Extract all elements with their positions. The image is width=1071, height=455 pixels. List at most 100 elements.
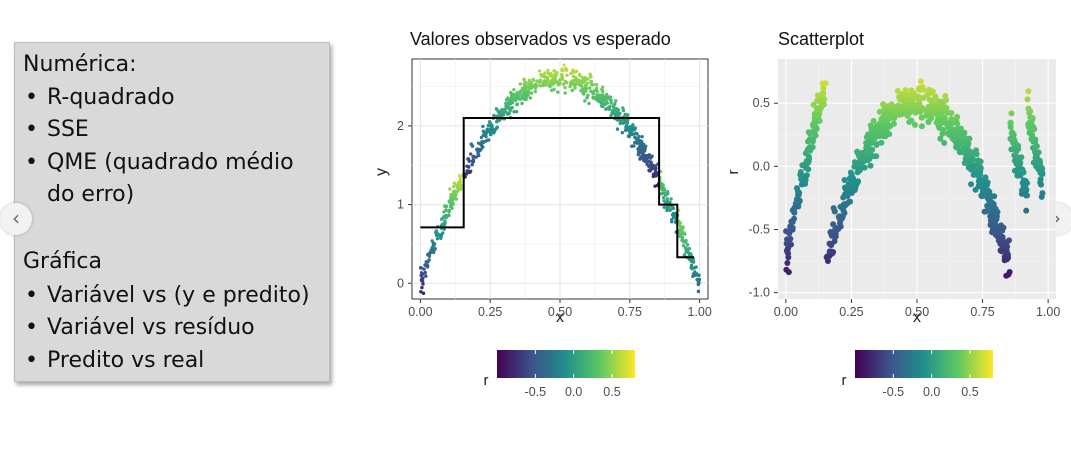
data-point (811, 129, 818, 136)
data-point (549, 88, 554, 93)
data-point (819, 91, 826, 98)
data-point (423, 270, 427, 275)
data-point (645, 160, 649, 165)
data-point (927, 89, 934, 96)
data-point (846, 185, 853, 192)
data-point (438, 234, 442, 238)
data-points (418, 63, 702, 295)
x-tick-label: 0.50 (548, 305, 572, 319)
data-point (827, 229, 834, 236)
data-point (913, 103, 920, 110)
data-point (637, 144, 642, 149)
data-point (420, 285, 424, 290)
data-point (670, 204, 674, 209)
data-point (687, 253, 692, 257)
x-tick-label: 1.00 (687, 305, 711, 319)
data-point (980, 186, 987, 193)
data-point (795, 191, 802, 198)
data-point (810, 101, 817, 108)
data-point (442, 222, 447, 227)
data-point (454, 190, 458, 194)
data-point (993, 213, 1000, 220)
colorbar-tick-label: 0.0 (565, 385, 582, 399)
bullet: • (25, 85, 38, 110)
bullet: • (25, 315, 38, 340)
data-point (487, 120, 492, 124)
data-point (830, 205, 837, 212)
data-point (482, 130, 486, 134)
data-point (867, 162, 874, 169)
data-point (469, 142, 473, 146)
data-point (636, 147, 641, 152)
data-point (783, 228, 790, 235)
data-point (1033, 153, 1040, 160)
data-point (694, 265, 698, 269)
data-point (426, 260, 430, 264)
data-point (520, 101, 524, 106)
data-point (830, 221, 837, 228)
data-point (614, 99, 618, 103)
graphic-heading: Gráfica (23, 249, 103, 274)
data-point (816, 106, 823, 113)
data-point (983, 208, 990, 215)
data-point (522, 77, 527, 82)
chart-observed-vs-expected: Valores observados vs esperado 0.00 0.25 0… (373, 29, 712, 399)
colorbar-gradient (855, 350, 993, 378)
data-point (682, 253, 687, 257)
data-point (801, 177, 808, 184)
data-point (854, 150, 861, 157)
data-point (452, 184, 456, 189)
data-point (842, 185, 849, 192)
data-point (492, 113, 496, 118)
data-point (573, 75, 578, 80)
data-point (683, 232, 687, 236)
data-point (1026, 119, 1033, 126)
prev-slide-button[interactable]: ‹ (0, 203, 32, 235)
data-point (669, 197, 673, 201)
data-point (584, 84, 588, 88)
step-fit-path (420, 117, 694, 259)
data-point (589, 89, 593, 93)
data-point (489, 124, 493, 129)
data-point (785, 250, 792, 257)
graphic-item: Predito vs real (47, 348, 205, 373)
data-point (476, 141, 481, 145)
data-point (518, 82, 523, 86)
data-point (515, 92, 519, 96)
bullet: • (25, 283, 38, 308)
data-point (861, 150, 868, 157)
data-point (933, 119, 940, 126)
data-point (928, 98, 935, 105)
data-point (966, 135, 973, 142)
data-point (837, 203, 844, 210)
x-tick-label: 0.25 (839, 305, 863, 319)
numeric-heading: Numérica: (23, 52, 137, 77)
data-point (873, 128, 880, 135)
data-point (496, 114, 500, 118)
data-point (579, 83, 583, 88)
data-point (1039, 170, 1046, 177)
data-point (624, 124, 629, 128)
data-point (537, 69, 542, 73)
chart-title: Valores observados vs esperado (410, 29, 671, 49)
data-point (696, 277, 700, 282)
data-point (550, 81, 554, 85)
data-point (644, 144, 648, 149)
data-point (441, 231, 445, 235)
data-point (948, 109, 955, 116)
data-point (615, 127, 620, 131)
colorbar-legend: r -0.5 0.0 0.5 (484, 350, 635, 399)
x-tick-label: 0.00 (774, 305, 798, 319)
data-point (547, 82, 552, 87)
data-point (685, 243, 690, 247)
data-point (999, 238, 1006, 245)
data-point (870, 153, 877, 160)
data-point (565, 73, 569, 77)
data-point (623, 128, 628, 133)
x-axis-label: x (556, 309, 564, 326)
data-point (784, 260, 791, 267)
data-point (447, 208, 452, 213)
data-point (1030, 144, 1037, 151)
data-point (506, 101, 511, 106)
data-point (803, 172, 810, 179)
